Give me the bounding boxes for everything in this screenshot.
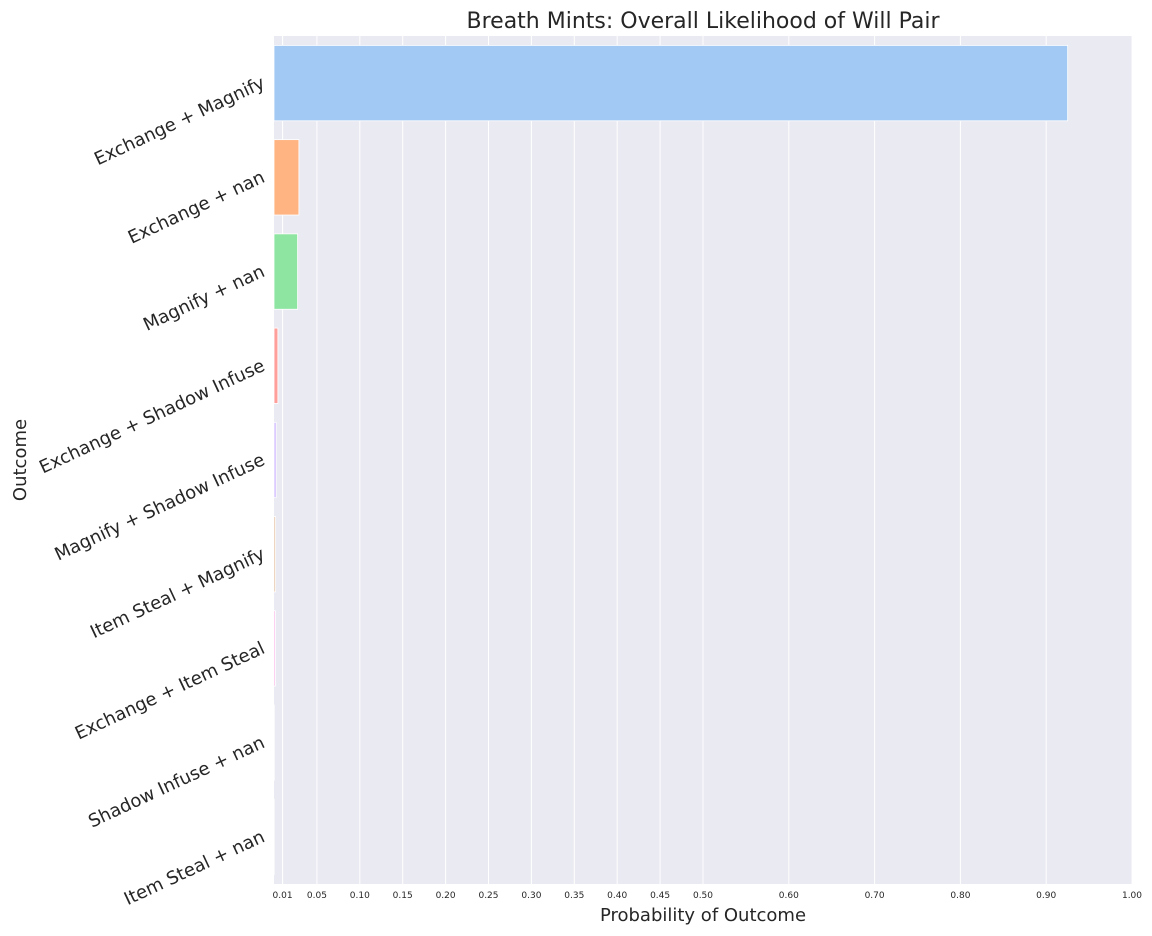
x-tick-label: 0.60 [779,891,799,901]
bar [273,139,300,216]
x-tick-label: 0.40 [607,891,627,901]
y-category-label: Exchange + Magnify [91,72,268,170]
x-tick-label: 0.25 [478,891,498,901]
x-tick-label: 0.10 [350,891,370,901]
y-category-label: Exchange + Item Steal [72,638,268,744]
bar [273,516,276,593]
x-tick-label: 1.00 [1122,891,1142,901]
y-category-label: Magnify + Shadow Infuse [51,449,268,565]
x-tick-label: 0.05 [307,891,327,901]
x-tick-label: 0.20 [436,891,456,901]
x-tick-label: 0.45 [650,891,670,901]
y-category-label: Item Steal + Magnify [87,544,268,643]
y-category-label: Exchange + Shadow Infuse [36,355,268,478]
bar [273,233,298,310]
chart-title: Breath Mints: Overall Likelihood of Will… [467,9,941,34]
x-tick-label: 0.30 [521,891,541,901]
x-tick-label: 0.35 [564,891,584,901]
y-category-label: Item Steal + nan [121,826,268,910]
x-axis-label: Probability of Outcome [600,905,806,926]
x-tick-label: 0.50 [693,891,713,901]
x-tick-label: 0.70 [865,891,885,901]
gridlines [282,36,1133,884]
x-tick-label: 0.01 [273,891,293,901]
y-axis-label: Outcome [10,419,31,501]
bar [273,327,279,404]
x-tick-label: 0.80 [950,891,970,901]
x-tick-labels: 0.01 0.05 0.10 0.15 0.20 0.25 0.30 0.35 0.40 0.45… [273,891,1143,901]
bar [273,610,276,687]
x-tick-label: 0.90 [1036,891,1056,901]
bars [273,45,1069,875]
y-category-label: Magnify + nan [140,261,268,336]
bar [273,421,277,499]
x-tick-label: 0.15 [393,891,413,901]
y-category-label: Exchange + nan [125,167,268,249]
bar [273,45,1069,122]
y-category-label: Shadow Infuse + nan [85,732,268,832]
